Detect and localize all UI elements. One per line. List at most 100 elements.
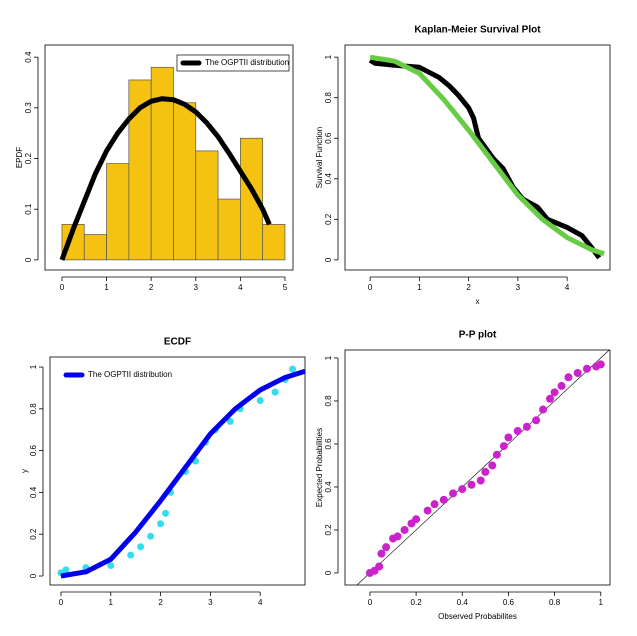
point — [492, 450, 501, 459]
histogram-bar — [83, 234, 107, 261]
point — [412, 515, 421, 524]
x-tick-label: 3 — [516, 283, 521, 292]
y-tick-label: 1 — [324, 54, 333, 59]
histogram-bar — [195, 150, 219, 261]
x-tick-label: 1 — [109, 598, 114, 607]
ecdf-point — [157, 520, 165, 528]
point — [564, 373, 573, 382]
point — [573, 369, 582, 378]
plot-box — [44, 44, 294, 271]
point — [550, 388, 559, 397]
point — [557, 381, 566, 390]
point — [499, 442, 508, 451]
x-tick-label: 5 — [283, 283, 288, 292]
x-tick-label: 4 — [258, 598, 263, 607]
ecdf-point — [147, 532, 155, 540]
y-tick-label: 0.6 — [324, 132, 333, 144]
x-tick-label: 2 — [158, 598, 163, 607]
y-axis-label: Survival Function — [315, 127, 324, 188]
y-tick-label: 0.2 — [324, 213, 333, 225]
y-axis-label: EPDF — [15, 147, 24, 168]
y-tick-label: 0.6 — [324, 438, 333, 450]
y-axis-label: y — [20, 469, 29, 473]
point — [375, 562, 384, 571]
point — [423, 506, 432, 515]
x-tick-label: 0.4 — [457, 598, 469, 607]
x-axis-label: Observed Probabilites — [438, 612, 517, 621]
y-axis-label: Expected Probabilities — [315, 428, 324, 507]
x-tick-label: 1 — [599, 598, 604, 607]
x-tick-label: 4 — [565, 283, 570, 292]
x-tick-label: 2 — [466, 283, 471, 292]
ecdf-point — [127, 551, 135, 559]
point — [393, 532, 402, 541]
plot-box — [344, 349, 611, 586]
point — [377, 549, 386, 558]
ecdf-point — [289, 365, 297, 373]
point — [467, 480, 476, 489]
y-tick-label: 1 — [324, 355, 333, 360]
histogram-bar — [217, 198, 241, 261]
point — [439, 495, 448, 504]
x-tick-label: 0.8 — [549, 598, 561, 607]
x-tick-label: 4 — [238, 283, 243, 292]
point — [476, 476, 485, 485]
y-tick-label: 0.8 — [324, 395, 333, 407]
x-tick-label: 2 — [149, 283, 154, 292]
ecdf-point — [107, 562, 115, 570]
y-tick-label: 0.3 — [24, 102, 33, 114]
y-tick-label: 0.2 — [324, 524, 333, 536]
y-tick-label: 0.1 — [24, 203, 33, 215]
y-tick-label: 0.4 — [324, 173, 333, 185]
y-tick-label: 0.2 — [29, 528, 38, 540]
plot-box — [49, 356, 306, 586]
x-tick-label: 3 — [194, 283, 199, 292]
point — [545, 394, 554, 403]
ecdf-point — [271, 388, 279, 396]
y-tick-label: 1 — [29, 364, 38, 369]
x-tick-label: 0 — [368, 598, 373, 607]
ecdf-point — [226, 417, 234, 425]
legend-label: The OGPTII distribution — [88, 370, 172, 379]
ecdf-point — [137, 543, 145, 551]
curve — [59, 96, 272, 261]
y-tick-label: 0 — [324, 570, 333, 575]
chart-title: ECDF — [164, 337, 191, 348]
point — [382, 543, 391, 552]
point — [596, 360, 605, 369]
histogram-bar — [262, 224, 286, 261]
point — [539, 405, 548, 414]
x-tick-label: 0 — [60, 283, 65, 292]
point — [504, 433, 513, 442]
x-tick-label: 0.6 — [503, 598, 515, 607]
y-tick-label: 0 — [324, 257, 333, 262]
curve — [368, 58, 602, 260]
y-tick-label: 0.4 — [324, 481, 333, 493]
point — [449, 489, 458, 498]
point — [522, 422, 531, 431]
y-tick-label: 0.2 — [24, 152, 33, 164]
reference-line — [356, 349, 610, 586]
chart-title: Kaplan-Meier Survival Plot — [414, 25, 541, 36]
y-tick-label: 0.4 — [24, 51, 33, 63]
x-tick-label: 3 — [208, 598, 213, 607]
x-tick-label: 0.2 — [411, 598, 423, 607]
x-tick-label: 0 — [59, 598, 64, 607]
ecdf-point — [62, 566, 70, 574]
point — [488, 461, 497, 470]
x-axis-label: x — [476, 297, 480, 306]
curve — [369, 54, 605, 257]
x-tick-label: 0 — [368, 283, 373, 292]
histogram-bar — [150, 66, 174, 261]
point — [400, 525, 409, 534]
plot-box — [344, 44, 611, 271]
y-tick-label: 0.6 — [29, 445, 38, 457]
y-tick-label: 0 — [24, 257, 33, 262]
histogram-bar — [106, 163, 130, 261]
point — [582, 364, 591, 373]
legend-label: The OGPTII distribution — [205, 58, 289, 67]
point — [458, 485, 467, 494]
y-tick-label: 0.8 — [324, 92, 333, 104]
ecdf-point — [162, 509, 170, 517]
